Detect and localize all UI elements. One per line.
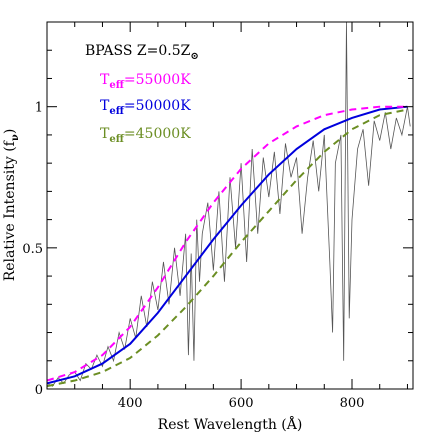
legend-45000-sub: eff — [109, 134, 124, 145]
legend-entry-55000: Teff=55000K — [100, 72, 191, 91]
series-layer — [47, 22, 411, 388]
x-tick-label: 800 — [340, 396, 365, 411]
legend-50000-sub: eff — [109, 106, 124, 117]
x-tick-label: 400 — [118, 396, 143, 411]
legend-55000-rest: =55000K — [124, 72, 191, 88]
x-tick-label: 600 — [229, 396, 254, 411]
y-axis-title-main: Relative Intensity (f — [2, 139, 18, 281]
bpass-annotation: BPASS Z=0.5Z⊙ — [85, 43, 199, 62]
series-teff-55000 — [47, 105, 408, 382]
series-teff-50000 — [47, 105, 408, 385]
plot-frame — [46, 21, 414, 390]
y-axis-title-sub: ν — [10, 134, 21, 141]
y-tick-label: 1 — [35, 101, 43, 116]
legend: Teff=55000K Teff=50000K Teff=45000K — [100, 72, 191, 145]
bpass-annotation-sub: ⊙ — [190, 51, 198, 62]
legend-entry-50000: Teff=50000K — [100, 98, 191, 117]
y-tick-label: 0.5 — [22, 242, 43, 257]
bpass-annotation-main: BPASS Z=0.5Z — [85, 43, 191, 59]
legend-entry-45000: Teff=45000K — [100, 126, 191, 145]
legend-50000-rest: =50000K — [124, 98, 191, 114]
legend-45000-rest: =45000K — [124, 126, 191, 142]
series-teff-45000 — [47, 108, 408, 388]
tick-label-layer: 400 600 800 0 0.5 1 — [22, 101, 364, 411]
y-tick-label: 0 — [35, 383, 43, 398]
x-axis-title: Rest Wavelength (Å) — [158, 415, 303, 433]
legend-55000-main: T — [100, 72, 110, 88]
y-axis-title-close: ) — [2, 129, 18, 134]
series-spectrum — [47, 22, 411, 387]
legend-45000-main: T — [100, 126, 110, 142]
legend-55000-sub: eff — [109, 80, 124, 91]
y-axis-title: Relative Intensity (fν) — [2, 129, 21, 282]
tick-layer — [47, 22, 413, 389]
legend-50000-main: T — [100, 98, 110, 114]
